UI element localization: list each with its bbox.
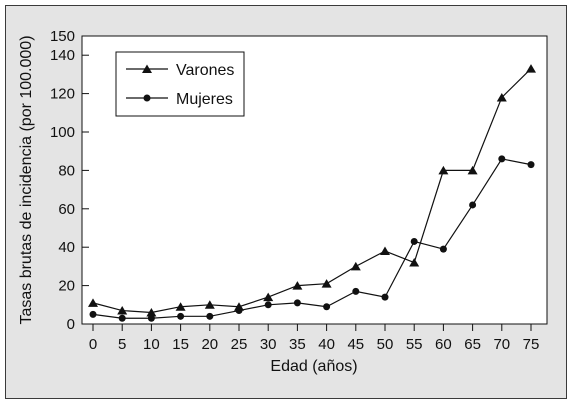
- x-tick-label: 70: [493, 336, 510, 353]
- legend-varones-label: Varones: [176, 62, 234, 79]
- legend-box: [115, 51, 245, 117]
- point-varones: [526, 64, 536, 73]
- point-varones: [263, 292, 274, 302]
- y-tick-label: 150: [50, 28, 75, 45]
- point-mujeres: [147, 314, 155, 322]
- x-tick-label: 20: [201, 336, 218, 353]
- point-mujeres: [352, 287, 360, 295]
- x-tick-label: 10: [143, 336, 160, 353]
- x-tick-label: 40: [318, 336, 335, 353]
- x-axis-title: Edad (años): [270, 358, 357, 375]
- series-line-mujeres: [92, 158, 532, 319]
- legend: Varones Mujeres: [115, 51, 245, 117]
- point-mujeres: [439, 245, 447, 253]
- x-tick-label: 75: [523, 336, 540, 353]
- point-varones: [88, 298, 98, 307]
- point-mujeres: [206, 312, 214, 320]
- y-tick-label: 40: [58, 239, 75, 256]
- x-tick-label: 35: [289, 336, 306, 353]
- point-mujeres: [381, 293, 389, 301]
- x-tick-label: 25: [231, 336, 248, 353]
- point-varones: [146, 307, 157, 317]
- y-tick-label: 20: [58, 278, 75, 295]
- x-axis: 0 5 10 15 20 25 30 35 40 45 50 55 60 65 70 75: [89, 324, 540, 353]
- y-axis-title: Tasas brutas de incidencia (por 100.000): [18, 35, 35, 324]
- point-mujeres: [527, 161, 535, 169]
- x-tick-label: 50: [377, 336, 394, 353]
- point-mujeres: [235, 307, 243, 315]
- point-varones: [117, 306, 128, 315]
- series-layer: [88, 64, 536, 322]
- point-varones: [380, 246, 390, 256]
- x-tick-label: 55: [406, 336, 423, 353]
- y-tick-label: 100: [50, 124, 75, 141]
- x-tick-label: 30: [260, 336, 277, 353]
- x-tick-label: 45: [347, 336, 364, 353]
- point-varones: [321, 279, 332, 288]
- y-tick-label: 60: [58, 201, 75, 218]
- x-tick-label: 0: [89, 336, 97, 353]
- point-varones: [496, 92, 507, 102]
- point-varones: [292, 281, 303, 290]
- x-tick-label: 5: [118, 336, 126, 353]
- legend-varones-marker: [142, 64, 152, 73]
- series-line-varones: [92, 68, 532, 314]
- y-axis: 0 20 40 60 80 100 120 140 150: [50, 28, 89, 333]
- point-mujeres: [264, 301, 272, 309]
- x-tick-label: 60: [435, 336, 452, 353]
- point-mujeres: [323, 303, 331, 311]
- point-mujeres: [89, 310, 97, 318]
- point-mujeres: [469, 201, 477, 209]
- point-varones: [204, 300, 215, 309]
- point-varones: [438, 165, 449, 175]
- point-mujeres: [410, 237, 418, 245]
- x-tick-label: 15: [172, 336, 189, 353]
- point-mujeres: [293, 299, 301, 307]
- y-tick-label: 140: [50, 47, 75, 64]
- point-varones: [467, 165, 478, 175]
- point-mujeres: [118, 314, 126, 322]
- x-tick-label: 65: [464, 336, 481, 353]
- point-mujeres: [498, 155, 506, 163]
- y-tick-label: 80: [58, 162, 75, 179]
- point-mujeres: [177, 312, 185, 320]
- legend-mujeres-label: Mujeres: [176, 91, 233, 108]
- point-varones: [175, 302, 186, 311]
- point-varones: [350, 261, 361, 271]
- point-varones: [409, 258, 420, 267]
- legend-mujeres-marker: [143, 94, 151, 102]
- y-tick-label: 0: [67, 316, 75, 333]
- y-tick-label: 120: [50, 86, 75, 103]
